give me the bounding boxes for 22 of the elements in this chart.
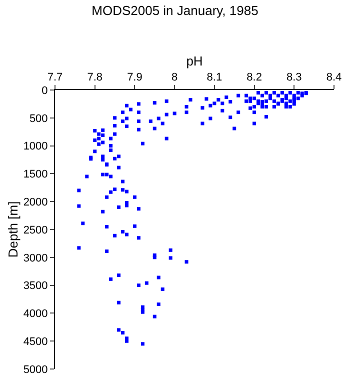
y-tick-label: 4500 (23, 336, 48, 348)
x-tick-label: 8.1 (206, 72, 222, 84)
y-tick-label: 3500 (23, 280, 48, 292)
x-tick-label: 7.8 (87, 72, 103, 84)
y-tick-label: 500 (29, 112, 48, 125)
x-tick-label: 7.9 (127, 72, 142, 84)
y-axis-title: Depth [m] (5, 201, 20, 258)
x-tick-label: 8.4 (326, 72, 342, 84)
y-tick-label: 4000 (23, 308, 48, 320)
y-tick-label: 1000 (23, 140, 48, 153)
y-tick-label: 3000 (23, 252, 48, 264)
chart-title: MODS2005 in January, 1985 (92, 2, 258, 18)
y-tick-label: 2500 (23, 224, 48, 236)
y-tick-label: 5000 (23, 364, 48, 376)
x-axis-title: pH (186, 54, 203, 69)
y-tick-label: 0 (42, 84, 48, 97)
x-tick-label: 8.3 (286, 72, 302, 84)
x-tick-label: 8.2 (246, 72, 262, 84)
y-tick-label: 2000 (23, 196, 48, 208)
x-tick-label: 7.7 (47, 72, 63, 84)
y-tick-label: 1500 (23, 168, 48, 181)
x-tick-label: 8 (172, 72, 178, 84)
